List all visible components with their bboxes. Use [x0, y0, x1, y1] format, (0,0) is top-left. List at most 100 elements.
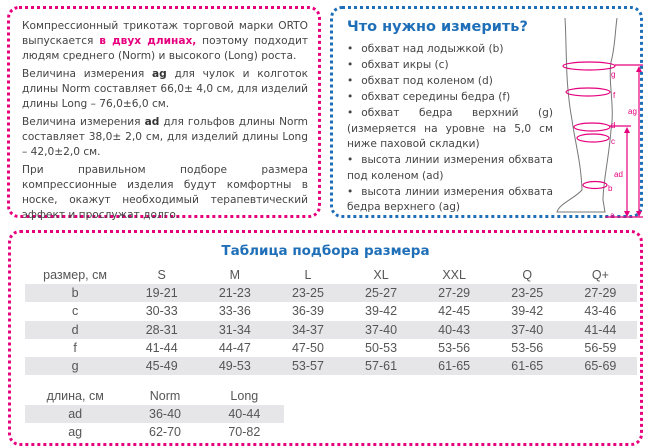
table-cell: L — [304, 268, 312, 283]
table-row: b 19-21 21-23 23-25 25-27 27-29 23-25 27-29 — [25, 284, 637, 303]
measure-list: обхват над лодыжкой (b) обхват икры (c) … — [347, 42, 553, 216]
table-row: ag 62-70 70-82 — [25, 423, 284, 441]
table-cell: 40-44 — [204, 405, 284, 424]
table-cell: 27-29 — [417, 284, 491, 303]
table-cell: M — [229, 268, 241, 283]
ring-f — [565, 87, 611, 97]
table-row: g 45-49 49-53 53-57 57-61 61-65 61-65 65-69 — [25, 356, 637, 376]
length-table: длина, см Norm Long ad 36-40 40-44 ag 62-70 70-8… — [25, 387, 284, 442]
info-paragraph: При правильном подборе размера компресси… — [22, 164, 308, 221]
table-cell: 44-47 — [218, 340, 251, 355]
svg-text:f: f — [613, 91, 616, 100]
table-cell: 53-56 — [438, 340, 471, 355]
ring-g — [562, 61, 616, 71]
info-paragraph: Величина измерения ad для гольфов длины … — [22, 116, 308, 158]
table-cell: 37-40 — [490, 320, 564, 339]
table-header: размер, см S M L XL XXL Q Q+ — [25, 266, 637, 284]
table-cell: 47-50 — [291, 340, 324, 355]
list-item: высота линии измерения обхвата бедра вер… — [347, 185, 553, 216]
table-cell: 39-42 — [365, 304, 398, 319]
table-cell: 23-25 — [271, 284, 345, 303]
list-item: обхват бедра верхний (g) (измеряется на … — [347, 106, 553, 153]
table-cell: 36-39 — [291, 304, 324, 319]
list-item: обхват над лодыжкой (b) — [347, 42, 553, 58]
list-item: обхват под коленом (d) — [347, 74, 553, 90]
table-cell: 30-33 — [145, 304, 178, 319]
table-cell: 49-53 — [198, 356, 272, 376]
table-row: f 41-44 44-47 47-50 50-53 53-56 53-56 56-59 — [25, 339, 637, 357]
measure-title: Что нужно измерить? — [347, 19, 528, 35]
svg-text:ad: ad — [614, 170, 623, 179]
size-table-title: Таблица подбора размера — [221, 243, 430, 259]
table-cell: 62-70 — [149, 425, 182, 440]
table-cell: 65-69 — [563, 356, 637, 376]
table-cell: 41-44 — [563, 320, 637, 339]
table-cell: 45-49 — [125, 356, 199, 376]
table-row: c 30-33 33-36 36-39 39-42 42-45 39-42 43-46 — [25, 302, 637, 320]
table-cell: длина, см — [46, 389, 104, 404]
table-cell: 31-34 — [198, 320, 272, 339]
list-item: обхват середины бедра (f) — [347, 90, 553, 106]
svg-text:a: a — [610, 211, 615, 218]
table-cell: Q+ — [591, 268, 609, 283]
table-cell: f — [73, 340, 77, 355]
list-item: высота линии измерения обхвата под колен… — [347, 153, 553, 184]
svg-text:b: b — [608, 184, 613, 193]
table-cell: Long — [230, 389, 259, 404]
table-cell: 21-23 — [198, 284, 272, 303]
info-paragraph: Компрессионный трикотаж торговой марки O… — [22, 20, 308, 62]
list-item: обхват икры (c) — [347, 58, 553, 74]
table-cell: 56-59 — [584, 340, 617, 355]
table-cell: 42-45 — [438, 304, 471, 319]
table-cell: 61-65 — [417, 356, 491, 376]
table-cell: d — [25, 320, 126, 339]
table-cell: 34-37 — [271, 320, 345, 339]
ring-b — [582, 180, 608, 190]
table-cell: 27-29 — [563, 284, 637, 303]
table-cell: S — [157, 268, 166, 283]
table-cell: 25-27 — [344, 284, 418, 303]
svg-text:d: d — [611, 121, 615, 130]
svg-text:c: c — [611, 137, 615, 146]
table-cell: 50-53 — [365, 340, 398, 355]
table-cell: Q — [522, 268, 533, 283]
table-cell: Norm — [149, 389, 181, 404]
table-cell: XL — [373, 268, 389, 283]
table-cell: 19-21 — [125, 284, 199, 303]
table-cell: размер, см — [43, 268, 107, 283]
table-cell: ag — [68, 425, 83, 440]
ring-d — [573, 122, 611, 132]
table-cell: 61-65 — [490, 356, 564, 376]
table-cell: 41-44 — [145, 340, 178, 355]
table-cell: 23-25 — [490, 284, 564, 303]
size-table: размер, см S M L XL XXL Q Q+ b 19-21 21-23 23-25 25-… — [25, 266, 637, 376]
table-cell: 36-40 — [125, 405, 205, 424]
table-row: ad 36-40 40-44 — [25, 405, 284, 424]
table-cell: 33-36 — [218, 304, 251, 319]
table-cell: 53-57 — [271, 356, 345, 376]
table-header: длина, см Norm Long — [25, 387, 284, 405]
table-cell: 40-43 — [417, 320, 491, 339]
svg-text:ag: ag — [628, 107, 637, 116]
table-cell: c — [71, 304, 79, 319]
info-paragraph: Величина измерения ag для чулок и колгот… — [22, 68, 308, 110]
ring-c — [576, 133, 610, 143]
highlight-text: в двух длинах, — [99, 35, 197, 47]
table-cell: 39-42 — [511, 304, 544, 319]
table-cell: g — [25, 356, 126, 376]
table-cell: 53-56 — [511, 340, 544, 355]
leg-diagram: g f d c b a ag ad — [556, 17, 643, 218]
svg-text:g: g — [611, 70, 615, 79]
table-cell: 57-61 — [344, 356, 418, 376]
table-cell: 43-46 — [584, 304, 617, 319]
table-cell: 37-40 — [344, 320, 418, 339]
table-row: d 28-31 31-34 34-37 37-40 40-43 37-40 41-44 — [25, 320, 637, 339]
table-cell: 70-82 — [228, 425, 261, 440]
table-cell: XXL — [442, 268, 466, 283]
table-cell: 28-31 — [125, 320, 199, 339]
info-panel: Компрессионный трикотаж торговой марки O… — [7, 6, 321, 221]
size-table-panel: Таблица подбора размера размер, см S M L XL X… — [8, 230, 643, 446]
table-cell: b — [25, 284, 126, 303]
measure-panel: Что нужно измерить? обхват над лодыжкой … — [330, 6, 643, 218]
table-cell: ad — [25, 405, 126, 424]
